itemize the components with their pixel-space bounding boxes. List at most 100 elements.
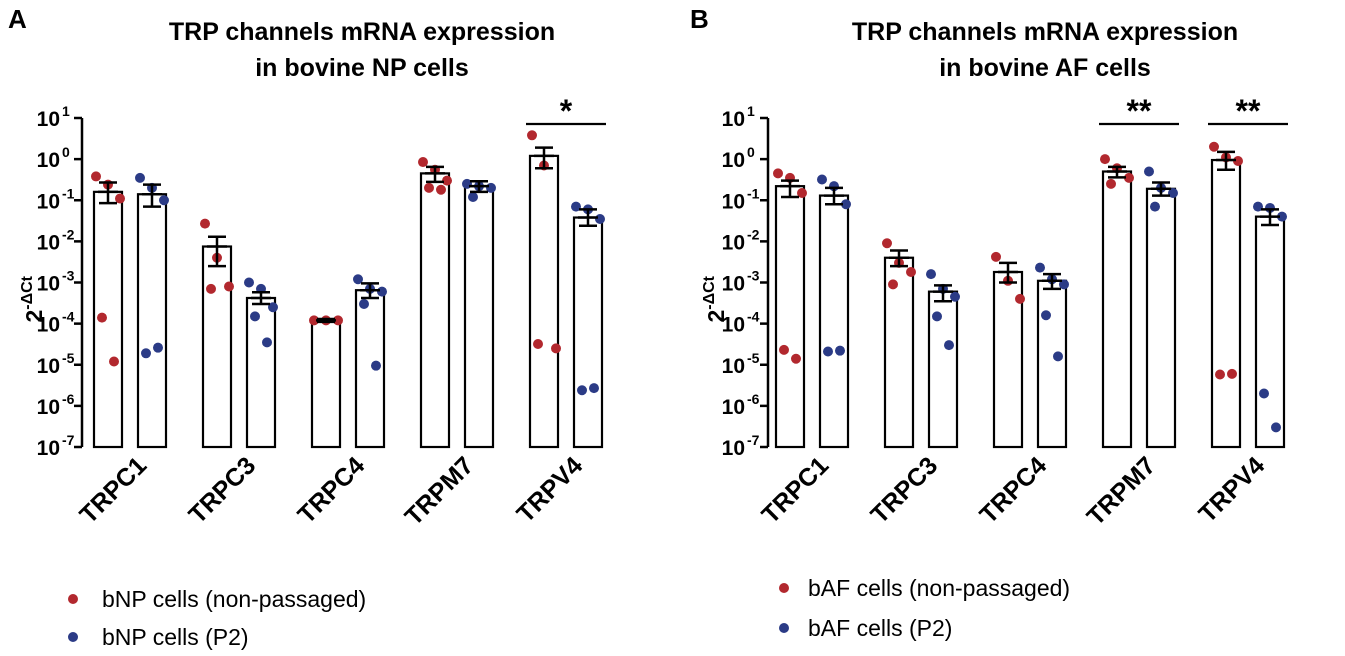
data-point	[1233, 156, 1243, 167]
legend-label-non-passaged: bAF cells (non-passaged)	[808, 575, 1070, 601]
data-point	[791, 353, 801, 364]
y-tick-label: 10	[722, 231, 745, 254]
panel-a-letter: A	[8, 4, 27, 34]
x-tick-label: TRPC4	[292, 451, 370, 529]
data-point	[115, 193, 125, 204]
y-tick-exponent: 1	[62, 103, 70, 119]
data-point	[779, 344, 789, 355]
data-point	[589, 383, 599, 394]
legend-label-non-passaged: bNP cells (non-passaged)	[102, 586, 366, 612]
data-point	[888, 279, 898, 290]
data-point	[950, 291, 960, 302]
data-point	[1209, 141, 1219, 152]
data-point	[135, 172, 145, 183]
x-tick-label: TRPC4	[974, 451, 1052, 529]
data-point	[244, 277, 254, 288]
y-tick-exponent: 0	[747, 144, 755, 160]
data-point	[571, 201, 581, 212]
data-point	[1053, 351, 1063, 362]
data-point	[436, 184, 446, 195]
data-point	[817, 174, 827, 185]
bar	[572, 216, 604, 449]
panel-a-title-line-1: TRP channels mRNA expression	[169, 18, 555, 46]
y-tick-exponent: -4	[62, 309, 75, 325]
legend-label-p2: bAF cells (P2)	[808, 615, 952, 641]
y-tick-exponent: -5	[747, 350, 760, 366]
data-point	[577, 385, 587, 396]
data-point	[159, 195, 169, 206]
legend-marker-non-passaged	[779, 583, 789, 593]
y-tick-label: 10	[722, 437, 745, 460]
bar	[136, 193, 168, 449]
data-point	[1277, 211, 1287, 222]
y-tick-label: 10	[722, 355, 745, 378]
y-tick-label: 10	[37, 231, 60, 254]
legend-marker-p2	[68, 632, 78, 642]
bar	[419, 172, 451, 449]
data-point	[944, 340, 954, 351]
bar	[1036, 279, 1068, 449]
bar	[310, 319, 342, 449]
data-point	[926, 269, 936, 280]
y-tick-label: 10	[37, 108, 60, 131]
y-tick-exponent: -1	[747, 185, 760, 201]
data-point	[141, 348, 151, 359]
bar	[1254, 215, 1286, 449]
data-point	[1168, 188, 1178, 199]
data-point	[250, 311, 260, 322]
data-point	[773, 168, 783, 179]
significance-stars: **	[1236, 93, 1261, 129]
bar	[201, 245, 233, 449]
panel-b-title-line-2: in bovine AF cells	[939, 54, 1151, 82]
y-tick-label: 10	[37, 149, 60, 172]
y-tick-exponent: -1	[62, 185, 75, 201]
y-tick-exponent: -5	[62, 350, 75, 366]
y-axis-label: 2-ΔCt	[19, 275, 47, 322]
significance-stars: *	[560, 93, 573, 129]
x-tick-label: TRPM7	[1082, 451, 1162, 531]
y-tick-label: 10	[722, 108, 745, 131]
data-point	[200, 218, 210, 229]
x-tick-label: TRPV4	[511, 451, 588, 528]
y-tick-label: 10	[722, 314, 745, 337]
data-point	[418, 157, 428, 168]
y-axis-label: 2-ΔCt	[701, 275, 729, 322]
data-point	[424, 182, 434, 193]
x-tick-label: TRPM7	[400, 451, 480, 531]
data-point	[91, 171, 101, 182]
bar	[1101, 170, 1133, 449]
data-point	[551, 343, 561, 354]
data-point	[353, 274, 363, 285]
y-tick-exponent: -2	[62, 226, 75, 242]
y-tick-label: 10	[37, 314, 60, 337]
bar	[1145, 187, 1177, 449]
y-tick-exponent: -4	[747, 309, 760, 325]
bar	[883, 256, 915, 449]
data-point	[468, 191, 478, 202]
y-tick-exponent: -2	[747, 226, 760, 242]
legend-label-p2: bNP cells (P2)	[102, 624, 249, 650]
x-tick-label: TRPC1	[756, 451, 834, 529]
y-tick-exponent: 1	[747, 103, 755, 119]
y-tick-exponent: -3	[62, 268, 75, 284]
bar	[1210, 158, 1242, 449]
data-point	[991, 251, 1001, 262]
y-tick-label: 10	[722, 190, 745, 213]
legend-marker-non-passaged	[68, 594, 78, 604]
panel-b: B TRP channels mRNA expression in bovine…	[690, 4, 1288, 641]
data-point	[333, 315, 343, 326]
y-tick-exponent: -6	[62, 391, 75, 407]
data-point	[359, 299, 369, 310]
data-point	[268, 302, 278, 313]
data-point	[1253, 201, 1263, 212]
y-tick-exponent: -3	[747, 268, 760, 284]
data-point	[262, 337, 272, 348]
data-point	[841, 199, 851, 210]
data-point	[835, 345, 845, 356]
data-point	[109, 356, 119, 367]
bar	[245, 296, 277, 449]
data-point	[1124, 172, 1134, 183]
x-tick-label: TRPC3	[183, 451, 261, 529]
data-point	[1041, 310, 1051, 321]
